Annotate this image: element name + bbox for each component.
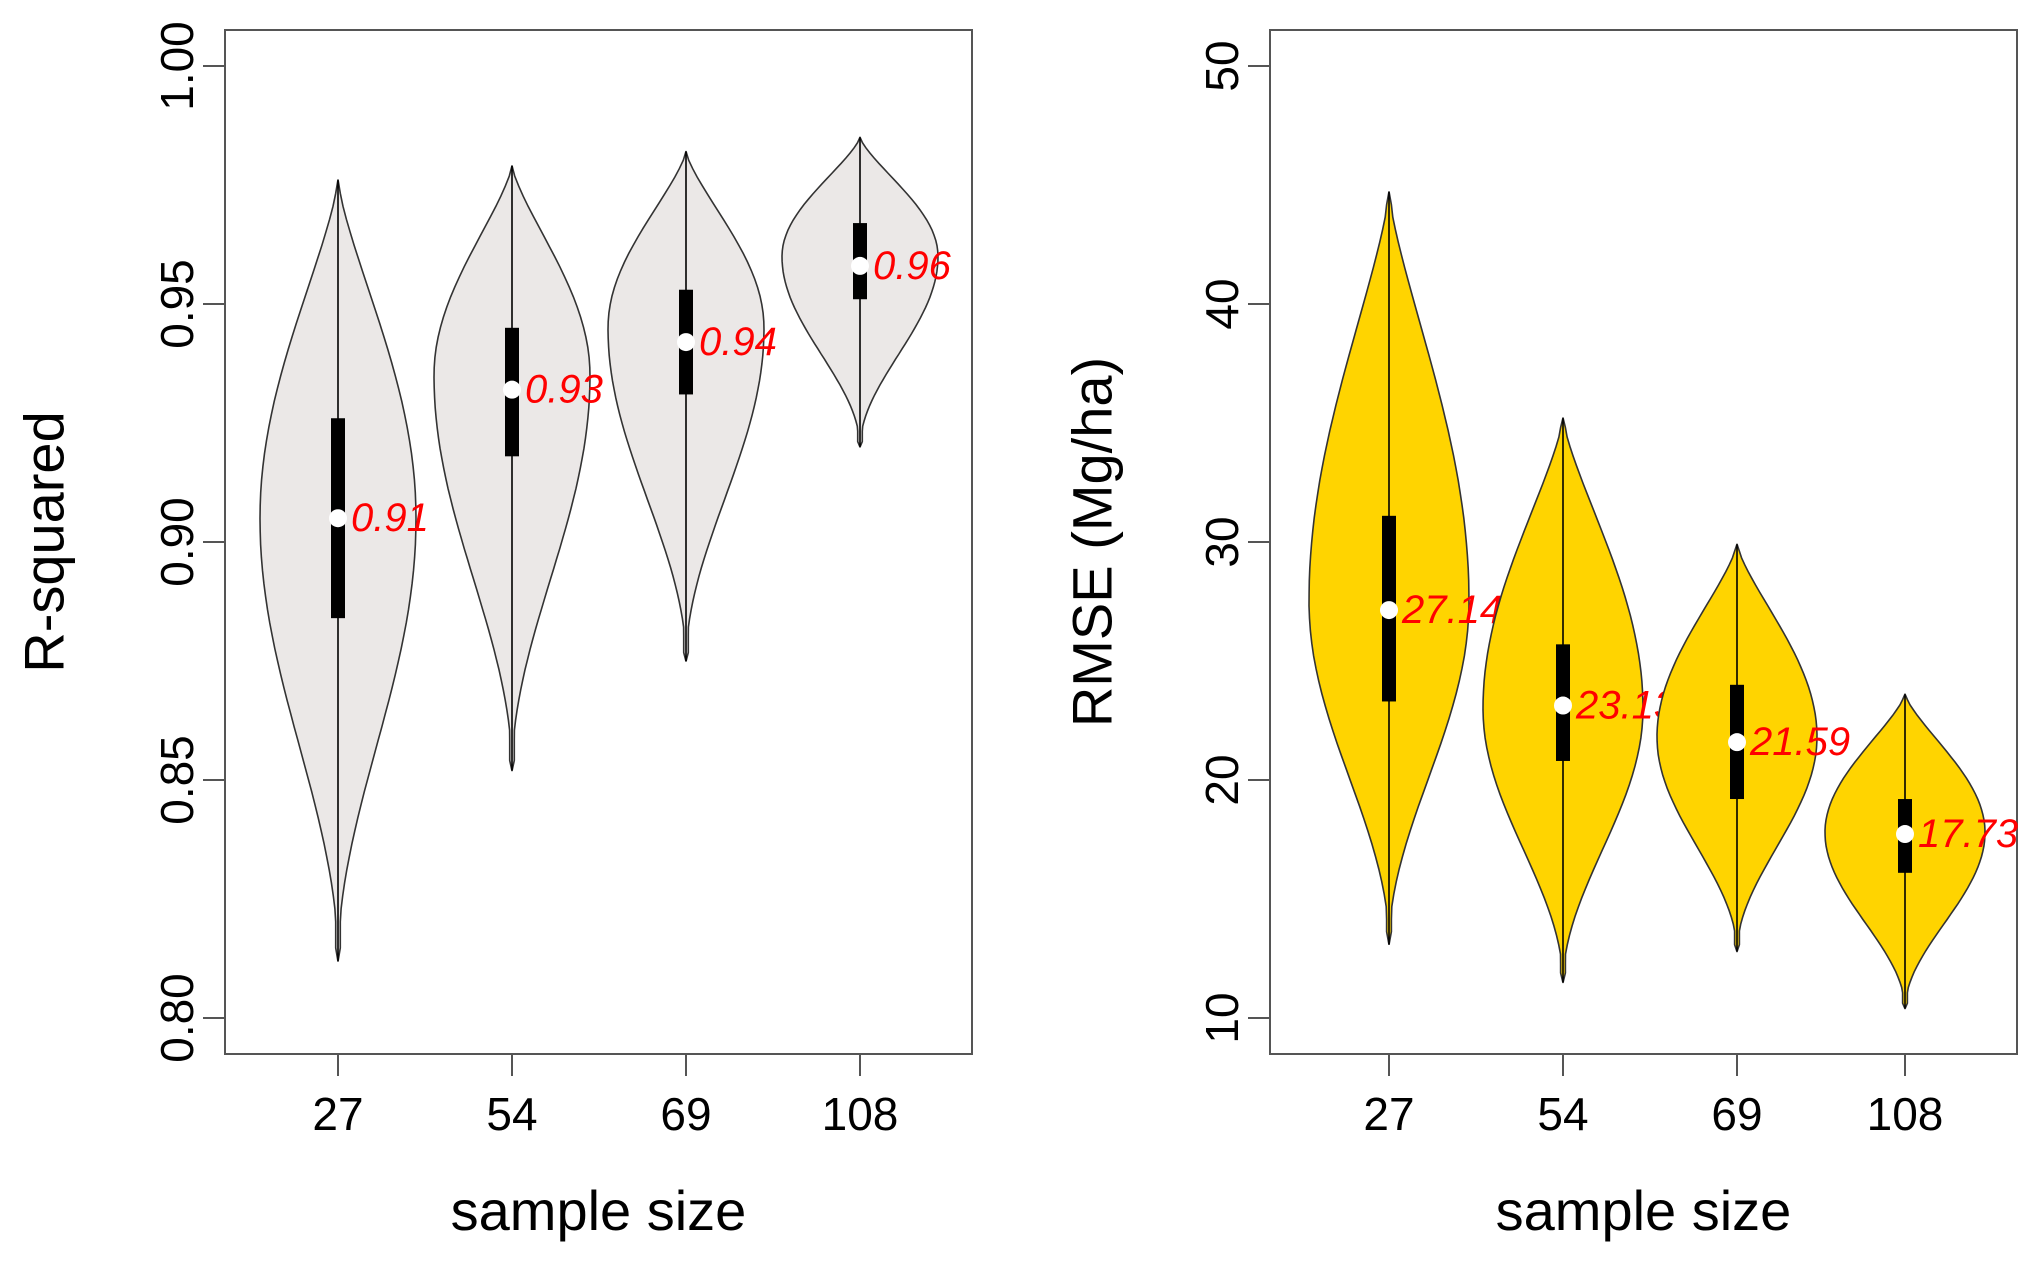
- violin-69: 0.94: [607, 150, 777, 662]
- rmse-y-axis-label: RMSE (Mg/ha): [1061, 357, 1124, 727]
- violin-median-point: [1554, 696, 1572, 715]
- violin-median-point: [1728, 733, 1746, 752]
- y-tick-label: 40: [1196, 278, 1248, 329]
- violin-27: 27.14: [1308, 191, 1502, 945]
- y-tick-label: 0.90: [151, 497, 203, 587]
- rmse-x-axis-label: sample size: [1496, 1179, 1792, 1242]
- median-annotation: 0.96: [873, 244, 952, 288]
- y-tick-label: 1.00: [151, 21, 203, 111]
- median-annotation: 0.94: [699, 320, 777, 364]
- r-squared-y-axis-label: R-squared: [13, 411, 76, 672]
- violin-median-point: [1380, 601, 1398, 620]
- x-tick-label: 108: [822, 1088, 899, 1140]
- x-tick-label: 54: [1537, 1088, 1588, 1140]
- y-tick-label: 0.85: [151, 735, 203, 825]
- violin-median-point: [677, 333, 695, 352]
- violin-median-point: [329, 509, 347, 528]
- violin-median-point: [851, 256, 869, 275]
- rmse-panel: 10 20 30 40 50 RMSE (Mg/ha) 27 54 69 108 sample si…: [1061, 29, 2018, 1242]
- violin-27: 0.91: [259, 179, 429, 962]
- y-tick-label: 0.80: [151, 973, 203, 1063]
- x-tick-label: 27: [1363, 1088, 1414, 1140]
- x-tick-label: 27: [312, 1088, 363, 1140]
- y-tick-label: 50: [1196, 40, 1248, 91]
- violin-54: 0.93: [433, 165, 603, 772]
- median-annotation: 0.93: [525, 368, 603, 412]
- violin-69: 21.59: [1656, 543, 1850, 953]
- r-squared-x-axis-label: sample size: [451, 1179, 747, 1242]
- median-annotation: 27.14: [1401, 588, 1502, 632]
- median-annotation: 0.91: [351, 496, 429, 540]
- y-tick-label: 20: [1196, 754, 1248, 805]
- violin-median-point: [1896, 825, 1914, 844]
- x-tick-label: 69: [1711, 1088, 1762, 1140]
- y-tick-label: 10: [1196, 992, 1248, 1043]
- r-squared-panel: 0.80 0.85 0.90 0.95 1.00 R-squared 27 54 69 108 sa…: [13, 21, 973, 1242]
- x-tick-label: 69: [660, 1088, 711, 1140]
- y-tick-label: 30: [1196, 516, 1248, 567]
- y-tick-label: 0.95: [151, 259, 203, 349]
- x-tick-label: 108: [1867, 1088, 1944, 1140]
- median-annotation: 17.73: [1918, 812, 2018, 856]
- violin-54: 23.13: [1482, 417, 1676, 984]
- violin-108: 0.96: [781, 136, 952, 448]
- violin-108: 17.73: [1824, 693, 2018, 1010]
- median-annotation: 21.59: [1749, 720, 1850, 764]
- x-tick-label: 54: [486, 1088, 537, 1140]
- violin-median-point: [503, 380, 521, 399]
